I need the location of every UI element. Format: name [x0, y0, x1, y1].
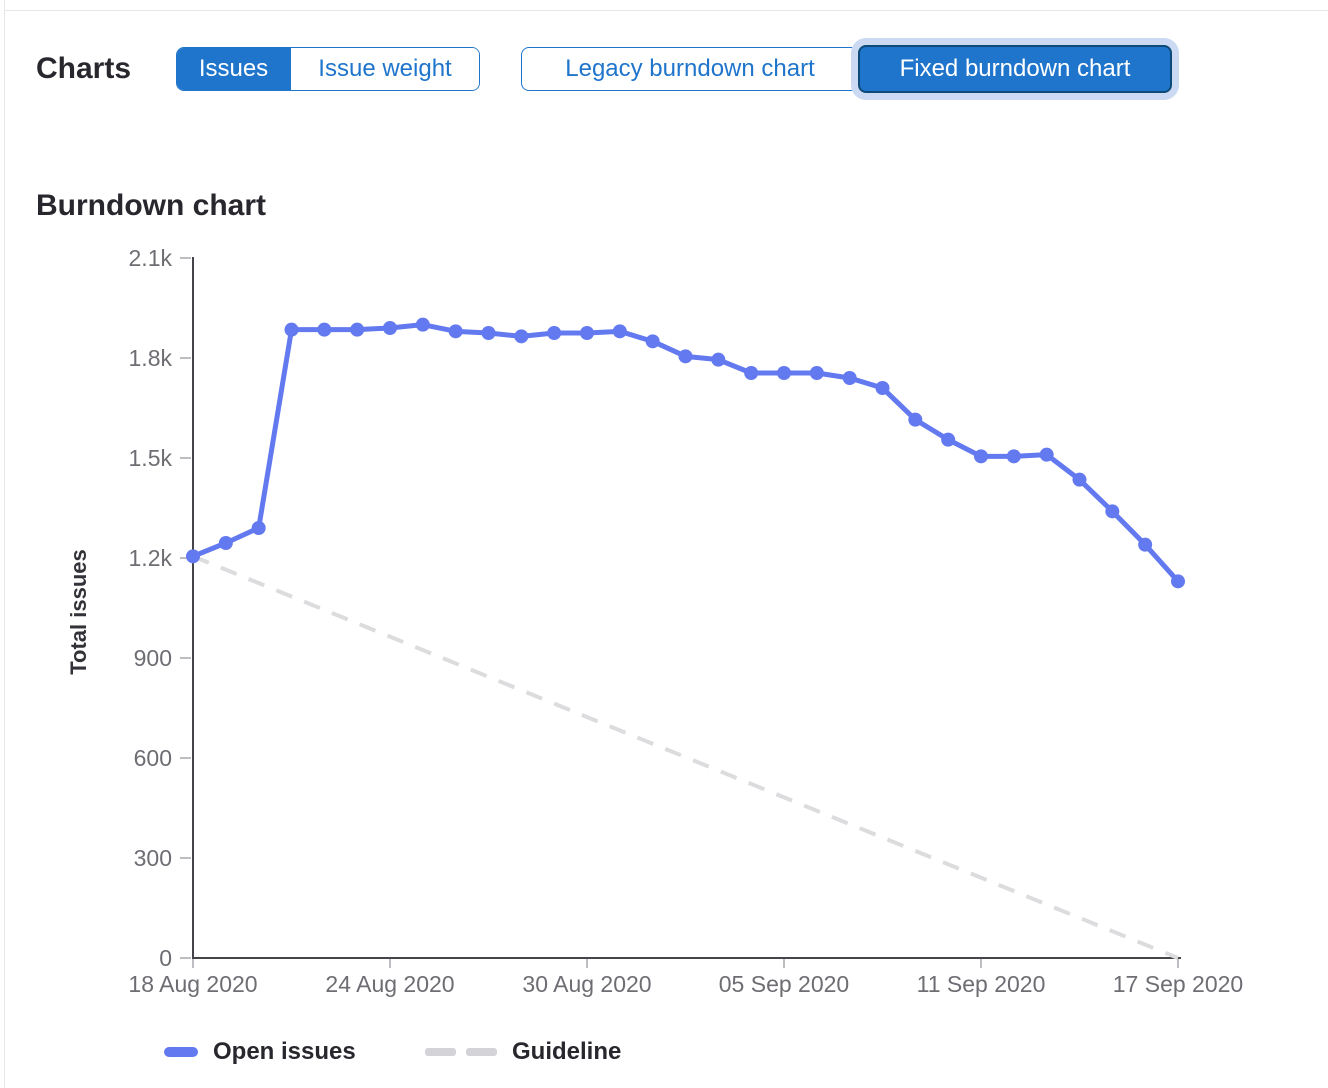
legend-item-open-issues: Open issues — [164, 1038, 356, 1066]
x-tick-label: 11 Sep 2020 — [917, 971, 1046, 997]
open-issues-point — [1138, 537, 1153, 552]
x-tick-label: 30 Aug 2020 — [522, 971, 651, 997]
open-issues-point — [218, 536, 233, 550]
open-issues-point — [415, 317, 430, 332]
legacy-burndown-chart-button[interactable]: Legacy burndown chart — [521, 47, 859, 91]
open-issues-swatch — [164, 1047, 198, 1057]
top-divider — [4, 10, 1328, 11]
open-issues-point — [514, 329, 529, 344]
open-issues-point — [481, 326, 496, 340]
open-issues-point — [317, 322, 332, 337]
open-issues-point — [448, 324, 463, 339]
left-divider — [4, 0, 5, 1088]
open-issues-point — [711, 352, 726, 367]
open-issues-point — [809, 366, 824, 380]
open-issues-point — [1039, 447, 1054, 462]
open-issues-point — [580, 326, 594, 340]
y-tick-label: 900 — [134, 645, 172, 671]
open-issues-point — [875, 381, 890, 395]
open-issues-point — [284, 322, 299, 337]
open-issues-point — [908, 412, 923, 427]
open-issues-point — [383, 321, 397, 335]
open-issues-point — [186, 549, 200, 564]
open-issues-point — [744, 366, 759, 380]
open-issues-point — [251, 521, 266, 535]
y-tick-label: 0 — [159, 945, 172, 971]
guideline-line — [192, 554, 1179, 960]
y-axis-title: Total issues — [66, 549, 91, 675]
page-title: Burndown chart — [36, 189, 266, 223]
open-issues-point — [1171, 574, 1185, 589]
open-issues-point — [1006, 449, 1021, 464]
x-tick-label: 17 Sep 2020 — [1113, 971, 1243, 997]
guideline-swatch — [425, 1048, 497, 1056]
open-issues-point — [547, 326, 562, 340]
y-tick-label: 300 — [134, 845, 172, 871]
issue-weight-toggle-button[interactable]: Issue weight — [290, 48, 479, 90]
open-issues-legend-label: Open issues — [213, 1038, 356, 1065]
x-tick-label: 18 Aug 2020 — [128, 971, 257, 997]
legend-item-guideline: Guideline — [425, 1038, 621, 1066]
open-issues-point — [350, 322, 365, 337]
open-issues-point — [974, 449, 988, 464]
x-tick-label: 05 Sep 2020 — [719, 971, 849, 997]
issues-toggle-button[interactable]: Issues — [177, 48, 290, 90]
open-issues-point — [1072, 472, 1087, 487]
fixed-burndown-chart-button[interactable]: Fixed burndown chart — [858, 45, 1172, 93]
x-tick-label: 24 Aug 2020 — [325, 971, 454, 997]
open-issues-point — [777, 366, 791, 380]
y-tick-label: 600 — [134, 745, 172, 771]
open-issues-point — [612, 324, 627, 339]
y-tick-label: 1.2k — [129, 545, 173, 571]
open-issues-point — [645, 334, 660, 349]
open-issues-point — [941, 432, 956, 447]
open-issues-point — [678, 349, 693, 364]
open-issues-point — [1105, 504, 1120, 519]
guideline-legend-label: Guideline — [512, 1038, 622, 1065]
metric-toggle-group: Issues Issue weight — [176, 47, 480, 91]
y-tick-label: 1.5k — [129, 445, 173, 471]
open-issues-line — [190, 322, 1181, 584]
y-tick-label: 1.8k — [129, 345, 173, 371]
open-issues-point — [842, 371, 857, 385]
charts-section-label: Charts — [36, 52, 132, 85]
y-tick-label: 2.1k — [129, 245, 173, 271]
